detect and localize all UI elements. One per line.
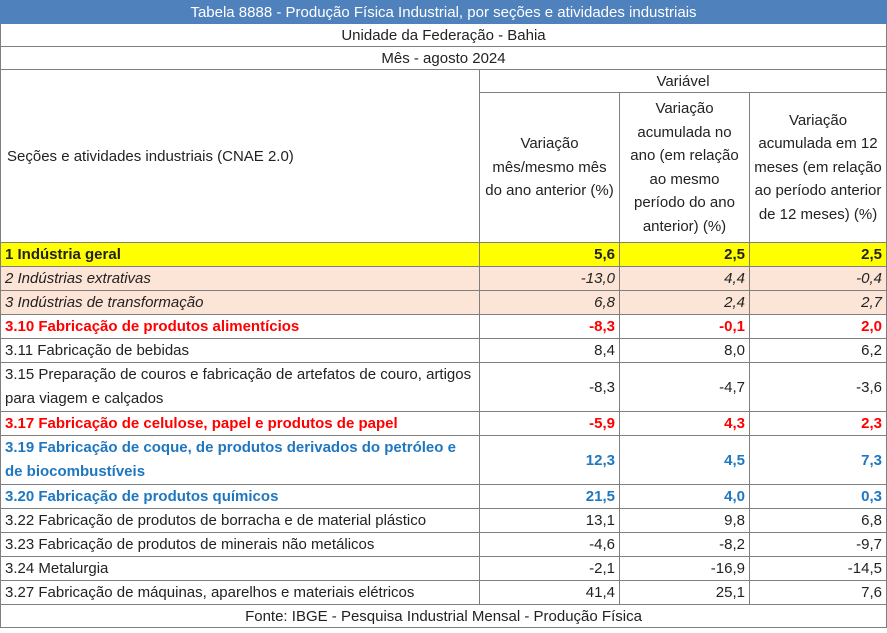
row-label: 3.15 Preparação de couros e fabricação d… bbox=[0, 362, 480, 412]
header-secoes: Seções e atividades industriais (CNAE 2.… bbox=[0, 69, 480, 243]
row-label: 3.19 Fabricação de coque, de produtos de… bbox=[0, 435, 480, 485]
row-value: 2,0 bbox=[749, 314, 887, 339]
row-value: 12,3 bbox=[479, 435, 620, 485]
table-title: Tabela 8888 - Produção Física Industrial… bbox=[0, 0, 887, 24]
row-value: 6,8 bbox=[749, 508, 887, 533]
row-value: -0,1 bbox=[619, 314, 750, 339]
row-value: 8,4 bbox=[479, 338, 620, 363]
table-row: 3.22 Fabricação de produtos de borracha … bbox=[0, 508, 887, 533]
table-row: 3 Indústrias de transformação 6,8 2,4 2,… bbox=[0, 290, 887, 315]
table-row: 3.23 Fabricação de produtos de minerais … bbox=[0, 532, 887, 557]
table-row: 3.11 Fabricação de bebidas 8,4 8,0 6,2 bbox=[0, 338, 887, 363]
row-value: -4,7 bbox=[619, 362, 750, 412]
header-variavel: Variável bbox=[479, 69, 887, 93]
row-label: 3.23 Fabricação de produtos de minerais … bbox=[0, 532, 480, 557]
table-row: 3.10 Fabricação de produtos alimentícios… bbox=[0, 314, 887, 339]
row-value: -3,6 bbox=[749, 362, 887, 412]
table-row: 3.17 Fabricação de celulose, papel e pro… bbox=[0, 411, 887, 436]
row-label: 1 Indústria geral bbox=[0, 242, 480, 267]
row-value: -8,2 bbox=[619, 532, 750, 557]
row-label: 3.24 Metalurgia bbox=[0, 556, 480, 581]
table-row: 3.19 Fabricação de coque, de produtos de… bbox=[0, 435, 887, 485]
row-value: -5,9 bbox=[479, 411, 620, 436]
row-value: -4,6 bbox=[479, 532, 620, 557]
table-row: 3.27 Fabricação de máquinas, aparelhos e… bbox=[0, 580, 887, 605]
row-value: -16,9 bbox=[619, 556, 750, 581]
row-value: 6,8 bbox=[479, 290, 620, 315]
source-note: Fonte: IBGE - Pesquisa Industrial Mensal… bbox=[0, 604, 887, 628]
table-row: 2 Indústrias extrativas -13,0 4,4 -0,4 bbox=[0, 266, 887, 291]
table-row: 3.20 Fabricação de produtos químicos 21,… bbox=[0, 484, 887, 509]
row-value: 2,5 bbox=[749, 242, 887, 267]
row-label: 3.11 Fabricação de bebidas bbox=[0, 338, 480, 363]
header-col-12m: Variação acumulada em 12 meses (em relaç… bbox=[749, 92, 887, 243]
row-value: 2,4 bbox=[619, 290, 750, 315]
row-value: -8,3 bbox=[479, 362, 620, 412]
row-value: 0,3 bbox=[749, 484, 887, 509]
row-value: -0,4 bbox=[749, 266, 887, 291]
row-value: 8,0 bbox=[619, 338, 750, 363]
row-label: 3.10 Fabricação de produtos alimentícios bbox=[0, 314, 480, 339]
row-value: 4,0 bbox=[619, 484, 750, 509]
row-value: 2,3 bbox=[749, 411, 887, 436]
row-label: 3.20 Fabricação de produtos químicos bbox=[0, 484, 480, 509]
row-value: 6,2 bbox=[749, 338, 887, 363]
row-value: 7,6 bbox=[749, 580, 887, 605]
row-value: -8,3 bbox=[479, 314, 620, 339]
header-col-mes: Variação mês/mesmo mês do ano anterior (… bbox=[479, 92, 620, 243]
row-value: 4,3 bbox=[619, 411, 750, 436]
month-row: Mês - agosto 2024 bbox=[0, 46, 887, 70]
row-label: 3.27 Fabricação de máquinas, aparelhos e… bbox=[0, 580, 480, 605]
row-value: 2,5 bbox=[619, 242, 750, 267]
table-row: 3.15 Preparação de couros e fabricação d… bbox=[0, 362, 887, 412]
row-label: 3 Indústrias de transformação bbox=[0, 290, 480, 315]
row-value: 13,1 bbox=[479, 508, 620, 533]
table-row: 1 Indústria geral 5,6 2,5 2,5 bbox=[0, 242, 887, 267]
row-value: 4,5 bbox=[619, 435, 750, 485]
row-value: 4,4 bbox=[619, 266, 750, 291]
row-value: 25,1 bbox=[619, 580, 750, 605]
row-value: 7,3 bbox=[749, 435, 887, 485]
row-label: 3.17 Fabricação de celulose, papel e pro… bbox=[0, 411, 480, 436]
header-col-ano: Variação acumulada no ano (em relação ao… bbox=[619, 92, 750, 243]
row-value: -14,5 bbox=[749, 556, 887, 581]
uf-row: Unidade da Federação - Bahia bbox=[0, 23, 887, 47]
row-value: -9,7 bbox=[749, 532, 887, 557]
row-value: 5,6 bbox=[479, 242, 620, 267]
row-value: -2,1 bbox=[479, 556, 620, 581]
row-value: 41,4 bbox=[479, 580, 620, 605]
row-value: 2,7 bbox=[749, 290, 887, 315]
row-value: -13,0 bbox=[479, 266, 620, 291]
row-value: 21,5 bbox=[479, 484, 620, 509]
table-row: 3.24 Metalurgia -2,1 -16,9 -14,5 bbox=[0, 556, 887, 581]
row-label: 3.22 Fabricação de produtos de borracha … bbox=[0, 508, 480, 533]
row-label: 2 Indústrias extrativas bbox=[0, 266, 480, 291]
row-value: 9,8 bbox=[619, 508, 750, 533]
